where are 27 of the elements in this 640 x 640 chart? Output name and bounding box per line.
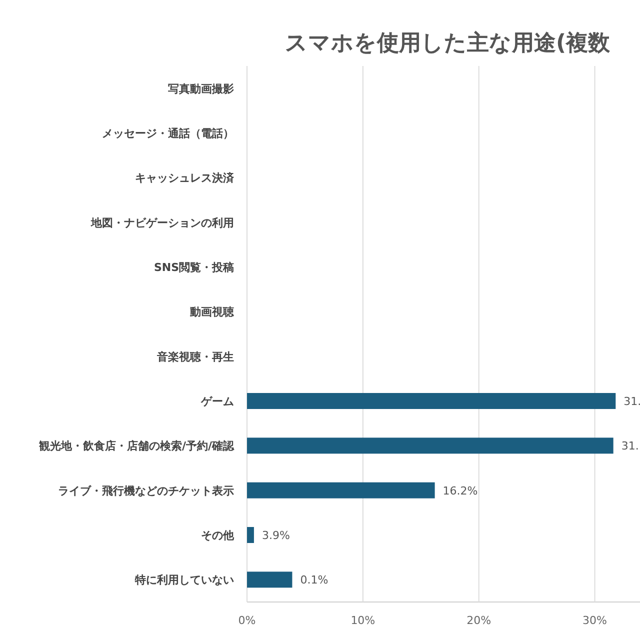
y-tick-label: 観光地・飲食店・店舗の検索/予約/確認 xyxy=(38,440,235,453)
y-tick-label: 特に利用していない xyxy=(134,574,234,587)
bar xyxy=(247,393,616,409)
text: 31. xyxy=(621,440,639,453)
y-tick-label: キャッシュレス決済 xyxy=(135,172,235,185)
text: 16.2% xyxy=(442,484,478,498)
text: 0.1% xyxy=(300,574,328,587)
y-tick-label: 写真動画撮影 xyxy=(168,82,234,96)
x-tick-label: 30% xyxy=(582,614,608,627)
x-tick-label: 10% xyxy=(350,614,376,627)
text: 3.9% xyxy=(262,529,290,542)
text: 31. xyxy=(624,395,640,408)
y-tick-label: ライブ・飛行機などのチケット表示 xyxy=(58,484,234,498)
bar xyxy=(247,527,254,543)
bar xyxy=(247,482,435,498)
x-tick-label: 0% xyxy=(238,614,256,627)
y-tick-label: 地図・ナビゲーションの利用 xyxy=(90,216,234,230)
chart-title: スマホを使用した主な用途(複数 xyxy=(285,30,612,56)
x-tick-label: 20% xyxy=(466,614,492,627)
y-tick-label: 動画視聴 xyxy=(189,306,235,319)
y-tick-label: 音楽視聴・再生 xyxy=(156,350,234,364)
bar xyxy=(247,438,614,454)
y-tick-label: その他 xyxy=(201,529,235,542)
y-tick-label: ゲーム xyxy=(200,395,234,408)
y-tick-label: SNS閲覧・投稿 xyxy=(154,261,234,274)
y-tick-label: メッセージ・通話（電話） xyxy=(102,127,234,140)
bar xyxy=(247,572,292,588)
